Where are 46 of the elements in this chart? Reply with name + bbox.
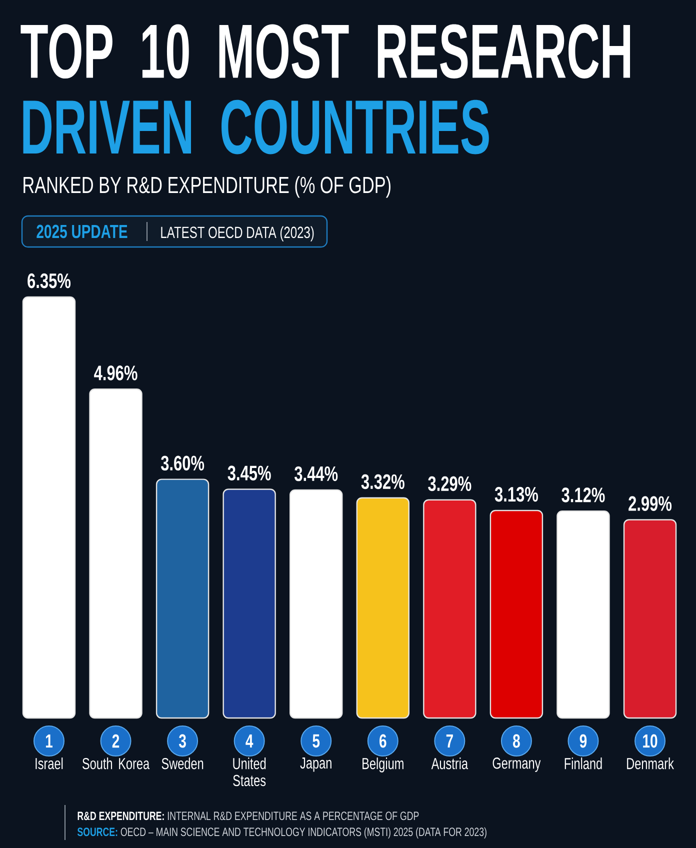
text: 2025 UPDATE — [36, 224, 128, 238]
data-label: 3.12% — [562, 488, 605, 502]
bar — [423, 499, 476, 719]
text: 8 — [512, 734, 520, 748]
x-tick-label: Germany — [492, 758, 541, 772]
text: 4 — [246, 734, 254, 748]
data-label: 3.32% — [361, 474, 404, 490]
text: LATEST OECD DATA (2023) — [161, 226, 314, 242]
x-tick-label: South Korea — [82, 758, 150, 770]
text: 2 — [112, 734, 120, 748]
text: 5 — [312, 734, 320, 748]
chart-subtitle: RANKED BY R&D EXPENDITURE (% OF GDP) — [24, 176, 390, 198]
data-label: 3.45% — [228, 466, 271, 480]
x-tick-label: Sweden — [162, 758, 204, 770]
bar — [290, 489, 343, 719]
x-tick-label: Finland — [564, 758, 602, 770]
x-tick-label: Japan — [300, 758, 332, 772]
bar — [222, 488, 276, 719]
data-label: 6.35% — [28, 273, 71, 288]
data-label: 3.13% — [494, 486, 538, 502]
bar — [22, 296, 76, 719]
text: 9 — [580, 734, 587, 748]
bar — [623, 519, 677, 719]
x-tick-label: Israel — [36, 758, 63, 770]
text: SOURCE: OECD – MAIN SCIENCE AND TECHNOLOGY INDICATORS (MSTI) 2025 (DATA FOR 2023) — [77, 827, 486, 838]
data-label: 3.29% — [428, 476, 472, 492]
bar — [356, 497, 410, 719]
text: R&D EXPENDITURE: INTERNAL R&D EXPENDITURE AS A PERCENTAGE OF GDP — [78, 812, 419, 820]
text: 7 — [446, 734, 453, 748]
text: 1 — [46, 734, 52, 748]
data-label: 2.99% — [628, 496, 672, 511]
text: 3 — [178, 734, 186, 748]
x-tick-label: Austria — [431, 758, 468, 770]
text: 6 — [380, 734, 386, 748]
data-label: 4.96% — [94, 366, 138, 380]
x-tick-label: Denmark — [627, 758, 674, 770]
data-label: 3.44% — [294, 466, 338, 482]
bar — [490, 510, 544, 719]
x-tick-label: Belgium — [362, 758, 404, 772]
bar — [89, 388, 142, 719]
x-tick-label: United States — [233, 758, 266, 786]
bar — [556, 510, 610, 719]
bar — [156, 478, 210, 719]
text: 10 — [643, 734, 658, 748]
chart-title: TOP 10 MOST RESEARCH DRIVEN COUNTRIES — [20, 24, 630, 154]
data-label: 3.60% — [160, 456, 204, 471]
